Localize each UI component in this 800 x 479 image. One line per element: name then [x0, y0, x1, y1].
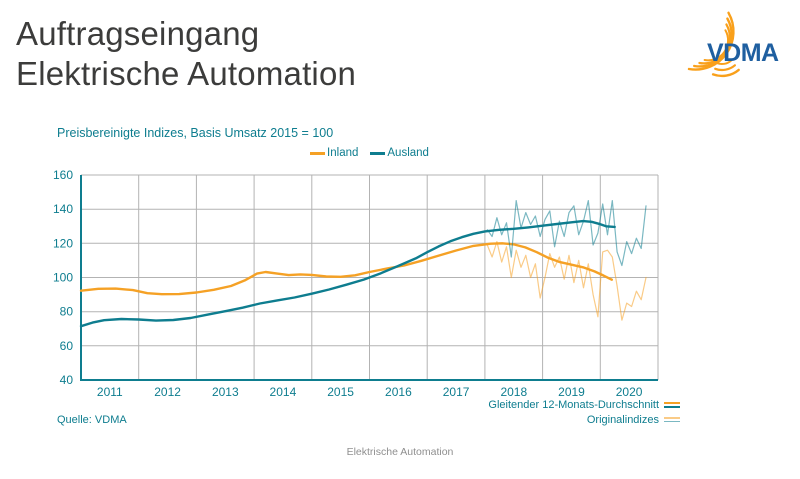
ausland-line-swatch: [370, 151, 386, 155]
legend-label-inland: Inland: [327, 147, 359, 159]
y-tick-label-120: 120: [53, 236, 73, 250]
chart-legend-top: Inland Ausland: [81, 147, 658, 159]
source-note: Quelle: VDMA: [57, 414, 127, 426]
legend-label-original-indices: Originalindizes: [586, 413, 659, 426]
page-title-line2: Elektrische Automation: [16, 54, 357, 92]
page-title-line1: Auftragseingang: [16, 15, 260, 52]
legend-label-ausland: Ausland: [387, 147, 429, 159]
x-tick-label-2011: 2011: [97, 385, 123, 399]
legend-item-ausland: Ausland: [370, 147, 429, 159]
legend-row-original-indices: Originalindizes: [488, 412, 680, 427]
chart-legend-bottom: Gleitender 12-Monats-Durchschnitt Origin…: [488, 397, 680, 427]
x-tick-label-2019: 2019: [558, 385, 585, 399]
y-tick-label-140: 140: [53, 202, 73, 216]
x-tick-label-2012: 2012: [154, 385, 181, 399]
legend-label-moving-average: Gleitender 12-Monats-Durchschnitt: [488, 398, 659, 411]
legend-item-inland: Inland: [310, 147, 358, 159]
vdma-logo-arcs: [687, 11, 740, 78]
legend-row-moving-average: Gleitender 12-Monats-Durchschnitt: [488, 397, 680, 412]
x-tick-label-2016: 2016: [385, 385, 412, 399]
moving-average-line-swatch: [664, 401, 680, 408]
x-tick-label-2020: 2020: [616, 385, 643, 399]
chart-subtitle: Preisbereinigte Indizes, Basis Umsatz 20…: [57, 126, 334, 140]
y-tick-label-60: 60: [60, 339, 74, 353]
y-tick-label-80: 80: [60, 305, 74, 319]
series-ausland-ma: [79, 219, 616, 328]
footer-caption: Elektrische Automation: [346, 446, 454, 458]
x-tick-label-2015: 2015: [327, 385, 354, 399]
y-tick-label-40: 40: [60, 373, 74, 387]
x-tick-label-2018: 2018: [500, 385, 527, 399]
swatch-orange-line: [664, 417, 680, 419]
y-tick-label-100: 100: [53, 271, 73, 285]
series-inland-original: [486, 241, 647, 321]
x-tick-label-2013: 2013: [212, 385, 239, 399]
inland-line-swatch: [310, 151, 326, 155]
x-tick-label-2014: 2014: [270, 385, 297, 399]
vdma-logo-text: VDMA: [707, 39, 779, 67]
vdma-logo: VDMA: [687, 11, 780, 78]
swatch-teal-line: [664, 420, 680, 422]
series-ausland-original: [486, 200, 647, 267]
y-tick-label-160: 160: [53, 168, 73, 182]
swatch-orange-line: [664, 401, 680, 404]
original-indices-line-swatch: [664, 417, 680, 422]
series-inland-ma: [79, 242, 613, 296]
page-title: Auftragseingang Elektrische Automation: [16, 14, 356, 93]
x-tick-label-2017: 2017: [443, 385, 470, 399]
swatch-teal-line: [664, 405, 680, 408]
